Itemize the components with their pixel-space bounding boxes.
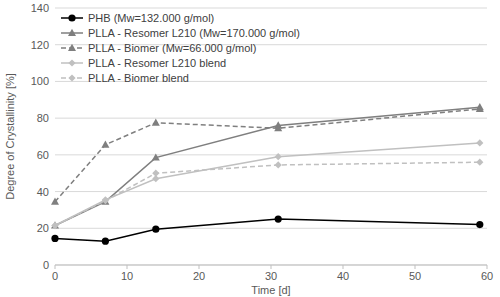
x-tick-label: 20 bbox=[193, 270, 205, 282]
y-tick-label: 140 bbox=[31, 2, 49, 14]
y-tick-label: 80 bbox=[37, 112, 49, 124]
y-tick-label: 20 bbox=[37, 222, 49, 234]
data-point bbox=[152, 170, 159, 177]
y-tick-label: 120 bbox=[31, 39, 49, 51]
x-tick bbox=[55, 265, 56, 269]
y-tick-label: 100 bbox=[31, 75, 49, 87]
data-point bbox=[102, 196, 109, 203]
data-point bbox=[275, 216, 282, 223]
x-tick-label: 40 bbox=[337, 270, 349, 282]
series-line bbox=[55, 162, 480, 225]
x-tick-label: 60 bbox=[481, 270, 493, 282]
x-tick bbox=[199, 265, 200, 269]
legend: PHB (Mw=132.000 g/mol) PLLA - Resomer L21… bbox=[61, 12, 300, 84]
data-point bbox=[51, 235, 58, 242]
y-tick-label: 40 bbox=[37, 186, 49, 198]
legend-marker bbox=[68, 44, 76, 51]
data-point bbox=[275, 153, 282, 160]
x-tick bbox=[127, 265, 128, 269]
y-tick-label: 60 bbox=[37, 149, 49, 161]
y-axis-label: Degree of Crystallinity [%] bbox=[4, 73, 16, 200]
x-tick-label: 0 bbox=[52, 270, 58, 282]
grid-line bbox=[55, 191, 487, 192]
legend-label: PHB (Mw=132.000 g/mol) bbox=[88, 12, 214, 24]
x-tick bbox=[271, 265, 272, 269]
data-point bbox=[476, 159, 483, 166]
data-point bbox=[102, 197, 109, 204]
grid-line bbox=[55, 118, 487, 119]
data-point bbox=[51, 221, 59, 228]
grid-line bbox=[55, 228, 487, 229]
grid-line bbox=[55, 154, 487, 155]
legend-marker bbox=[68, 59, 75, 66]
series-line bbox=[55, 143, 480, 226]
data-point bbox=[152, 226, 159, 233]
data-point bbox=[476, 139, 483, 146]
x-tick bbox=[343, 265, 344, 269]
legend-label: PLLA - Biomer blend bbox=[88, 72, 189, 84]
x-axis-label: Time [d] bbox=[251, 284, 290, 296]
data-point bbox=[101, 141, 109, 148]
legend-label: PLLA - Resomer L210 (Mw=170.000 g/mol) bbox=[88, 27, 300, 39]
legend-marker bbox=[68, 74, 75, 81]
y-tick-label: 0 bbox=[43, 259, 49, 271]
chart: 0 20 40 60 80 100 120 140 0 10 20 30 40 50 60 Time [d] D… bbox=[0, 0, 500, 297]
data-point bbox=[102, 238, 109, 245]
data-point bbox=[152, 153, 160, 160]
x-tick bbox=[415, 265, 416, 269]
data-point bbox=[51, 197, 59, 204]
x-tick-label: 10 bbox=[121, 270, 133, 282]
data-point bbox=[51, 222, 58, 229]
data-point bbox=[152, 119, 160, 126]
series-line bbox=[55, 107, 480, 225]
x-tick-label: 50 bbox=[409, 270, 421, 282]
plot-area bbox=[51, 103, 484, 245]
grid-line bbox=[55, 8, 487, 9]
legend-marker bbox=[68, 14, 75, 21]
series-line bbox=[55, 109, 480, 202]
series-line bbox=[55, 219, 480, 241]
legend-label: PLLA - Resomer L210 blend bbox=[88, 57, 226, 69]
data-point bbox=[476, 105, 484, 112]
data-point bbox=[476, 221, 483, 228]
data-point bbox=[275, 161, 282, 168]
data-point bbox=[274, 124, 282, 131]
legend-label: PLLA - Biomer (Mw=66.000 g/mol) bbox=[88, 42, 256, 54]
x-tick bbox=[487, 265, 488, 269]
data-point bbox=[51, 222, 58, 229]
legend-marker bbox=[68, 29, 76, 36]
x-tick-label: 30 bbox=[265, 270, 277, 282]
